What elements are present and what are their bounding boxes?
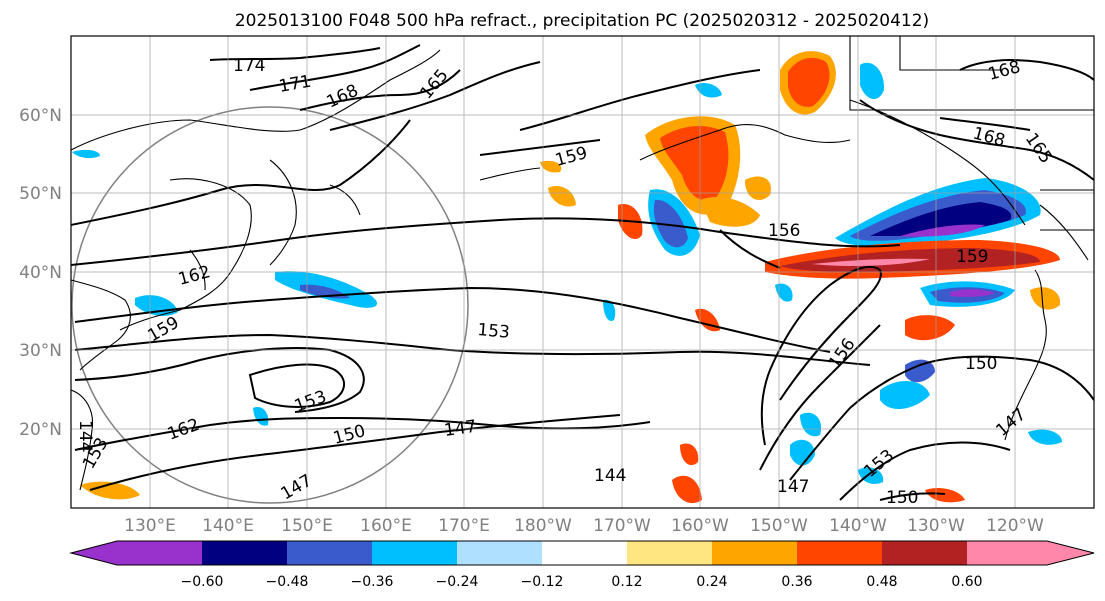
colorbar-bin xyxy=(797,541,882,565)
lon-tick-label: 150°W xyxy=(750,516,808,536)
positive-area xyxy=(700,196,760,227)
contour-label: 174 xyxy=(233,56,265,76)
contour-label: 153 xyxy=(477,320,511,343)
negative-area xyxy=(858,467,884,484)
contour-label: 144 xyxy=(75,420,95,452)
colorbar-tick-label: 0.48 xyxy=(866,574,897,590)
negative-area xyxy=(880,380,930,410)
colorbar-tick-label: 0.60 xyxy=(951,574,982,590)
lat-tick-label: 50°N xyxy=(19,184,62,204)
positive-area xyxy=(1030,287,1061,310)
colorbar-tick-label: −0.60 xyxy=(181,574,224,590)
figure-title: 2025013100 F048 500 hPa refract., precip… xyxy=(235,11,929,31)
contour-label: 150 xyxy=(965,354,997,374)
contour-label: 144 xyxy=(594,466,626,486)
positive-area xyxy=(80,481,140,500)
negative-area xyxy=(800,412,822,437)
contour-label: 147 xyxy=(777,477,809,497)
colorbar-bin xyxy=(457,541,542,565)
colorbar-bin xyxy=(372,541,457,565)
map-frame xyxy=(70,35,1095,509)
colorbar-bin xyxy=(117,541,202,565)
colorbar-tick-label: 0.12 xyxy=(611,574,642,590)
colorbar-bin xyxy=(542,541,627,565)
positive-area xyxy=(680,443,699,466)
colorbar-tick-label: −0.36 xyxy=(351,574,394,590)
lon-tick-label: 160°E xyxy=(360,516,412,536)
lon-tick-label: 130°E xyxy=(124,516,176,536)
positive-area xyxy=(548,185,576,207)
colorbar-tick-label: −0.24 xyxy=(436,574,479,590)
colorbar-bin xyxy=(967,541,1047,565)
contour-label: 147 xyxy=(443,417,478,441)
lat-tick-label: 60°N xyxy=(19,106,62,126)
positive-area xyxy=(672,475,702,504)
negative-area xyxy=(603,299,616,321)
negative-area xyxy=(905,359,935,383)
colorbar-bin xyxy=(287,541,372,565)
negative-area xyxy=(860,62,885,100)
lon-tick-label: 140°W xyxy=(829,516,887,536)
colorbar-tick-label: −0.48 xyxy=(266,574,309,590)
colorbar-bin xyxy=(712,541,797,565)
positive-area xyxy=(905,315,955,341)
lat-tick-label: 30°N xyxy=(19,341,62,361)
colorbar-tick-label: 0.36 xyxy=(781,574,812,590)
negative-area xyxy=(1028,429,1062,445)
positive-area xyxy=(788,57,830,107)
negative-area xyxy=(653,199,688,248)
colorbar-tick-label: 0.24 xyxy=(696,574,727,590)
lon-tick-label: 130°W xyxy=(907,516,965,536)
colorbar: −0.60 −0.48 −0.36 −0.24 −0.12 0.12 0.24 … xyxy=(69,540,1095,590)
lon-tick-label: 160°W xyxy=(671,516,729,536)
positive-area xyxy=(745,176,771,200)
lon-tick-label: 140°E xyxy=(202,516,254,536)
colorbar-bin xyxy=(627,541,712,565)
positive-area xyxy=(540,160,562,173)
colorbar-tick-label: −0.12 xyxy=(521,574,564,590)
negative-area xyxy=(900,224,985,237)
negative-area xyxy=(72,149,100,159)
negative-area xyxy=(950,289,995,297)
positive-area xyxy=(812,258,930,267)
lat-tick-label: 40°N xyxy=(19,263,62,283)
colorbar-bin xyxy=(202,541,287,565)
lat-tick-label: 20°N xyxy=(19,420,62,440)
negative-area xyxy=(790,439,815,466)
negative-area xyxy=(253,406,269,426)
lon-tick-label: 150°E xyxy=(281,516,333,536)
lon-tick-label: 180°W xyxy=(514,516,572,536)
lat-axis: 20°N 30°N 40°N 50°N 60°N xyxy=(19,106,62,440)
lon-tick-label: 120°W xyxy=(986,516,1044,536)
lon-axis: 130°E 140°E 150°E 160°E 170°E 180°W 170°… xyxy=(124,516,1044,536)
contour-label: 150 xyxy=(886,488,918,508)
map-panel: 174 171 168 165 159 162 159 153 150 147 … xyxy=(70,35,1095,509)
lon-tick-label: 170°E xyxy=(438,516,490,536)
colorbar-extend-low xyxy=(71,541,117,565)
positive-area xyxy=(925,488,965,503)
gridlines xyxy=(71,36,1094,508)
distance-ring xyxy=(71,106,469,504)
negative-area xyxy=(695,83,722,98)
colorbar-outline xyxy=(69,540,1095,566)
colorbar-extend-high xyxy=(1047,541,1094,565)
colorbar-bin xyxy=(882,541,967,565)
lon-tick-label: 170°W xyxy=(593,516,651,536)
contour-label: 156 xyxy=(768,221,800,241)
contour-label: 159 xyxy=(956,247,988,267)
